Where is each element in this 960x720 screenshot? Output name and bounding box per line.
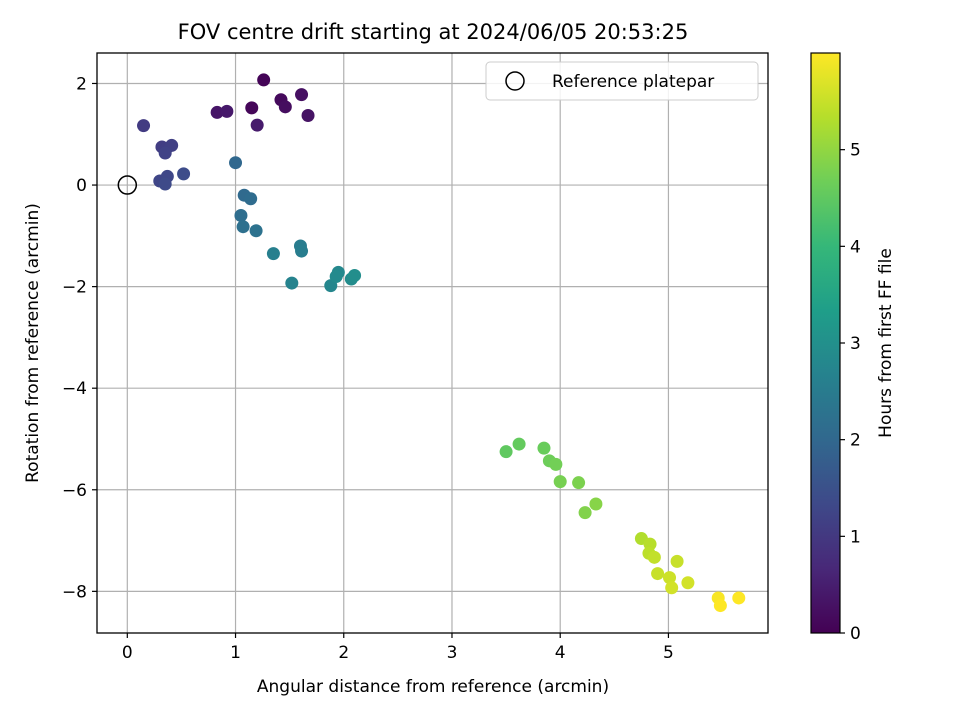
scatter-point [245,101,259,115]
scatter-point [572,476,586,490]
x-tick-label: 0 [122,643,133,663]
scatter-point [295,244,309,258]
scatter-point [713,599,727,613]
y-tick-label: −4 [62,379,87,399]
scatter-point [210,105,224,119]
scatter-point [229,156,243,170]
colorbar-tick-label: 0 [850,624,861,644]
scatter-point [537,441,551,455]
colorbar-tick-label: 4 [850,237,861,257]
scatter-point [244,192,258,206]
scatter-point [670,554,684,568]
scatter-point [578,506,592,520]
x-tick-label: 4 [555,643,566,663]
scatter-point [301,108,315,122]
x-tick-label: 2 [338,643,349,663]
colorbar-tick-label: 2 [850,431,861,451]
scatter-point [549,457,563,471]
plot-frame [96,52,769,634]
x-axis-label: Angular distance from reference (arcmin) [257,677,609,697]
colorbar-label: Hours from first FF file [876,248,896,438]
y-tick-label: −8 [62,582,87,602]
scatter-point [499,445,513,459]
legend-box [485,61,759,101]
scatter-point [220,104,234,118]
y-axis-ticks: 2 0 −2 −4 −6 −8 [62,74,97,602]
scatter-point [234,209,248,223]
legend-marker-icon [505,71,525,91]
legend: Reference platepar [485,61,759,101]
y-tick-label: −2 [62,278,87,298]
y-tick-label: −6 [62,481,87,501]
scatter-point [665,581,679,595]
chart-title: FOV centre drift starting at 2024/06/05 … [178,20,689,44]
scatter-point [266,247,280,261]
x-tick-label: 1 [230,643,241,663]
colorbar-tick-label: 1 [850,527,861,547]
scatter-points [137,73,746,613]
scatter-point [329,269,343,283]
scatter-point [278,100,292,114]
legend-entry-label: Reference platepar [552,72,714,92]
scatter-point [647,550,661,564]
scatter-point [177,167,191,181]
scatter-point [257,73,271,87]
scatter-point [236,220,250,234]
scatter-point [348,268,362,282]
y-tick-label: 2 [76,74,87,94]
scatter-point [158,177,172,191]
grid-lines [97,53,768,633]
scatter-point [285,276,299,290]
colorbar [810,52,841,634]
y-axis-label: Rotation from reference (arcmin) [23,203,43,483]
scatter-point [295,88,309,102]
scatter-point [681,576,695,590]
scatter-point [512,437,526,451]
y-tick-label: 0 [76,176,87,196]
scatter-point [663,571,677,585]
colorbar-tick-label: 5 [850,141,861,161]
scatter-point [651,567,665,581]
scatter-point [250,118,264,132]
scatter-point [553,475,567,489]
scatter-point [589,497,603,511]
x-tick-label: 3 [447,643,458,663]
colorbar-tick-label: 3 [850,334,861,354]
x-axis-ticks: 0 1 2 3 4 5 [122,633,674,663]
reference-point-marker [117,175,138,195]
scatter-point [249,224,263,238]
scatter-point [137,119,151,133]
scatter-point [732,591,746,605]
x-tick-label: 5 [663,643,674,663]
scatter-point [158,146,172,160]
colorbar-ticks: 0 1 2 3 4 5 [840,141,861,644]
